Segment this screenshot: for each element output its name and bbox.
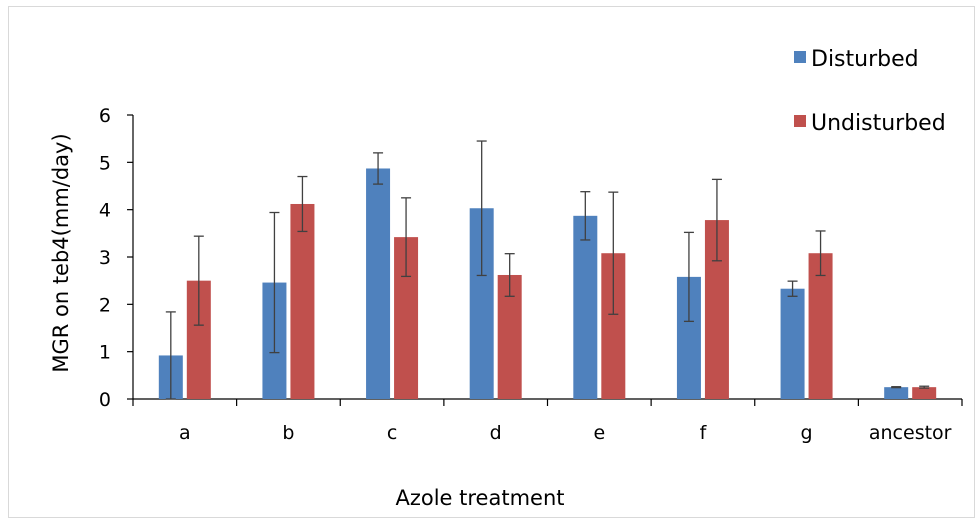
y-tick-label: 5 xyxy=(99,152,111,174)
x-axis-title: Azole treatment xyxy=(395,486,564,510)
y-tick-label: 4 xyxy=(99,200,111,222)
y-tick-label: 0 xyxy=(99,389,111,411)
bar-disturbed-ancestor xyxy=(884,387,909,399)
bars-group xyxy=(158,168,937,399)
bar-undisturbed-g xyxy=(808,253,833,399)
legend-label-disturbed: Disturbed xyxy=(811,47,919,72)
bar-undisturbed-ancestor xyxy=(912,387,937,399)
x-tick-label: ancestor xyxy=(869,422,952,444)
x-tick-label: b xyxy=(282,422,294,444)
bar-disturbed-c xyxy=(366,168,391,399)
y-tick-label: 6 xyxy=(99,105,111,127)
y-tick-label: 3 xyxy=(99,247,111,269)
tick-labels-group: 0 1 2 3 4 5 6 a b c d e f g ancestor xyxy=(99,105,952,444)
bar-disturbed-e xyxy=(573,215,598,399)
legend: Disturbed Undisturbed xyxy=(794,47,946,136)
bar-undisturbed-b xyxy=(290,203,315,399)
y-tick-label: 2 xyxy=(99,294,111,316)
legend-label-undisturbed: Undisturbed xyxy=(811,111,946,136)
x-tick-label: f xyxy=(700,422,708,444)
y-tick-label: 1 xyxy=(99,342,111,364)
x-tick-label: c xyxy=(387,422,397,444)
bar-disturbed-g xyxy=(780,288,805,399)
x-tick-label: d xyxy=(490,422,502,444)
error-bars-group xyxy=(165,140,930,400)
legend-swatch-undisturbed xyxy=(794,115,806,127)
legend-swatch-disturbed xyxy=(794,51,806,63)
x-tick-label: a xyxy=(179,422,191,444)
y-axis xyxy=(127,114,134,400)
y-axis-title: MGR on teb4(mm/day) xyxy=(49,133,73,372)
x-tick-label: g xyxy=(801,422,813,444)
chart-area xyxy=(8,6,975,518)
x-tick-label: e xyxy=(593,422,605,444)
x-axis xyxy=(132,398,963,406)
